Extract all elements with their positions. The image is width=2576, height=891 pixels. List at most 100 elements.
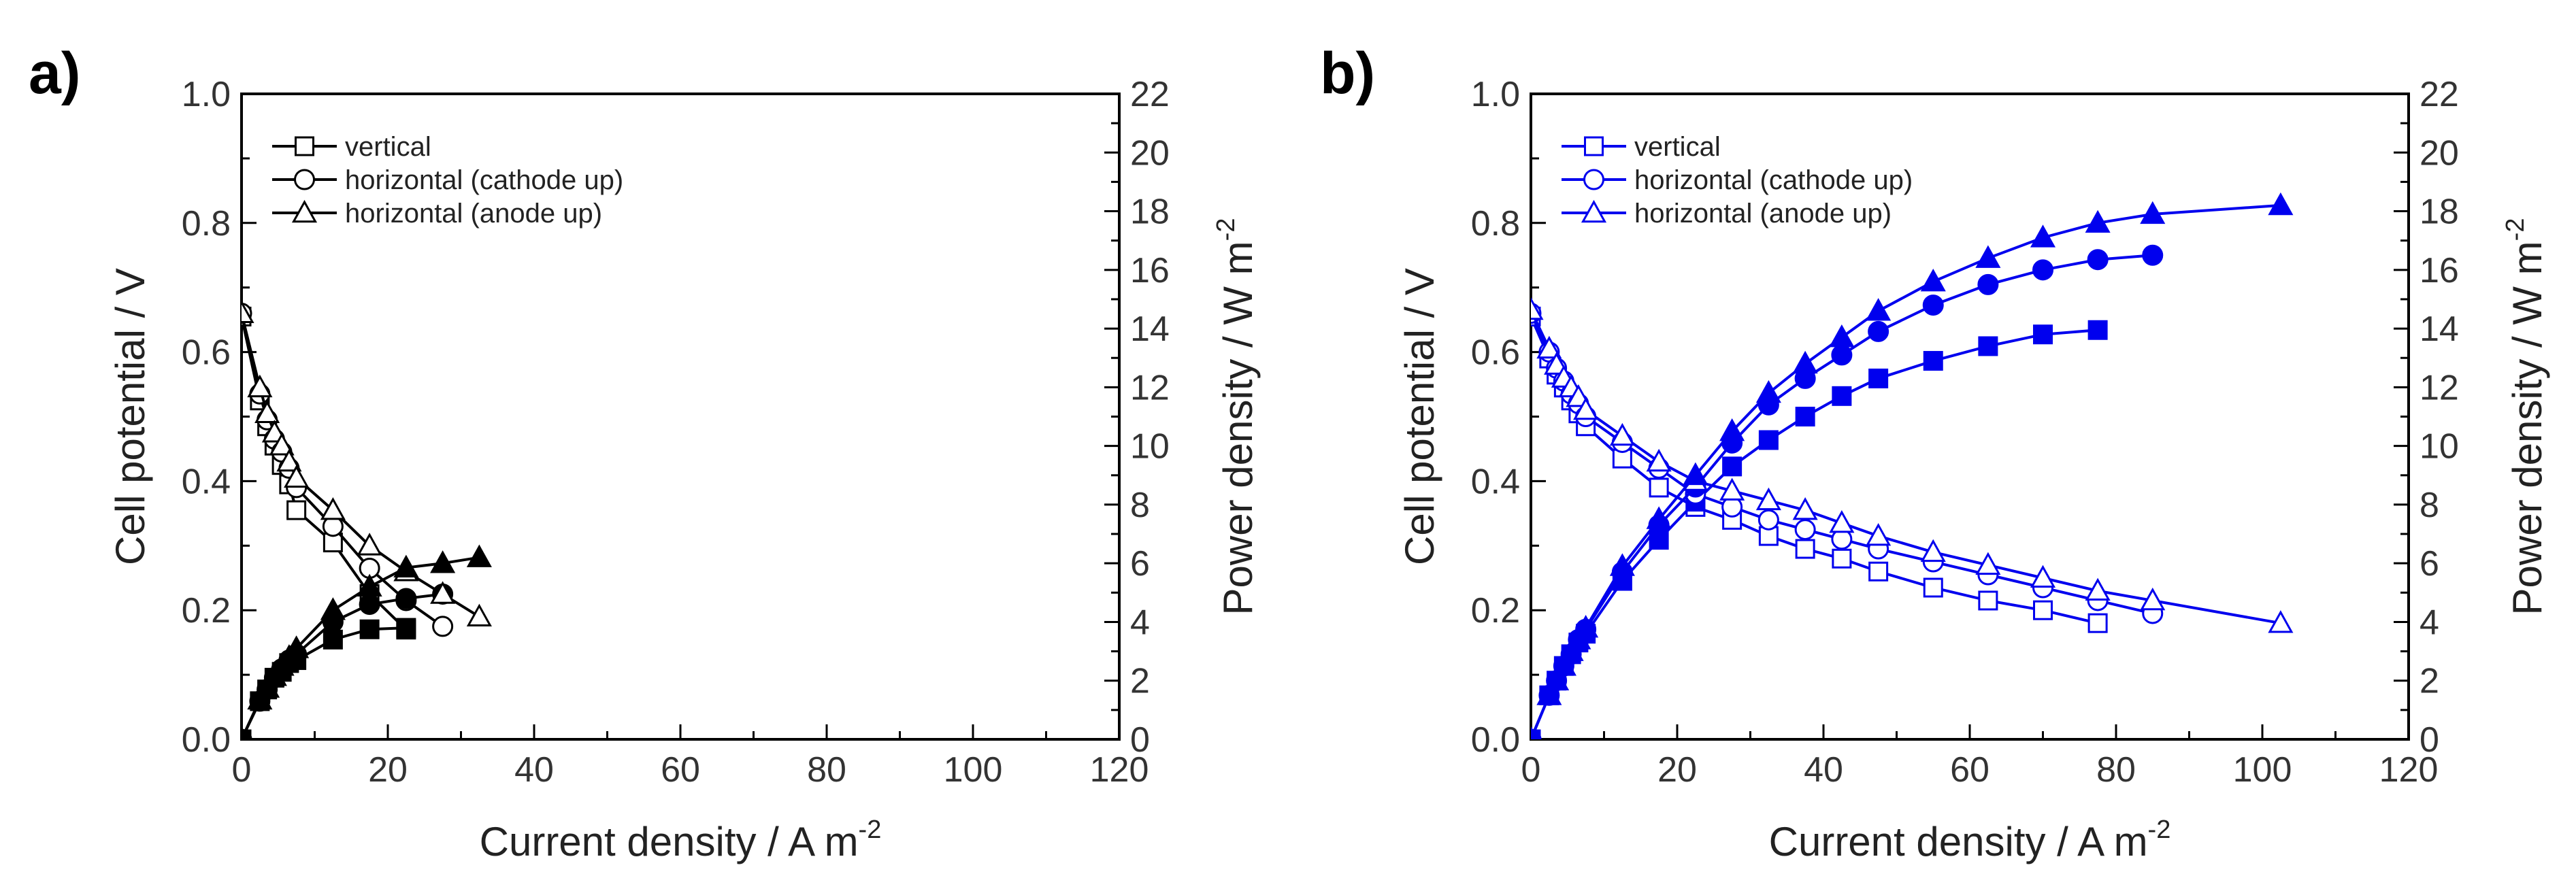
x-tick-label: 80 xyxy=(807,750,846,790)
power-point xyxy=(357,573,382,596)
power-point xyxy=(1868,368,1889,388)
potential-line xyxy=(1531,309,2281,625)
x-tick-label: 100 xyxy=(2233,750,2292,790)
x-axis-title-text: Current density / A m xyxy=(1769,819,2148,864)
y2-tick-label: 20 xyxy=(1130,133,1170,173)
y2-tick-label: 18 xyxy=(1130,192,1170,232)
legend-label: vertical xyxy=(345,132,431,162)
y-axis-left: 0.0 0.2 0.4 0.6 0.8 1.0 xyxy=(1471,75,1546,760)
potential-point xyxy=(1920,539,1946,562)
legend-label: horizontal (anode up) xyxy=(345,199,602,229)
y2-tick-label: 14 xyxy=(2420,309,2459,349)
power-point xyxy=(466,544,492,567)
y2-tick-label: 6 xyxy=(2420,544,2439,584)
y2-tick-label: 2 xyxy=(2420,662,2439,701)
x-tick-label: 20 xyxy=(1657,750,1697,790)
y-axis-title-group: Cell potential / V xyxy=(1397,268,1442,565)
potential-point xyxy=(1829,509,1855,533)
power-point xyxy=(323,629,343,650)
potential-point xyxy=(284,465,310,488)
power-point xyxy=(2268,192,2294,216)
potential-point xyxy=(1794,519,1816,541)
y2-axis-title-text: Power density / W m xyxy=(1215,241,1261,615)
y-tick-label: 0.4 xyxy=(182,462,231,501)
power-point xyxy=(430,550,456,573)
potential-point xyxy=(1646,448,1672,472)
potential-point xyxy=(1649,477,1669,498)
potential-point xyxy=(1868,561,1889,582)
power-point xyxy=(1832,386,1852,406)
potential-point xyxy=(1795,539,1815,559)
y-tick-label: 0.6 xyxy=(1471,333,1520,373)
power-point xyxy=(395,588,417,609)
y-axis-title: Cell potential / V xyxy=(1397,268,1442,565)
potential-point xyxy=(2033,600,2053,620)
potential-point xyxy=(2268,610,2294,633)
series-circle xyxy=(1531,244,2164,739)
legend-label: horizontal (anode up) xyxy=(1634,199,1892,229)
y2-axis-title: Power density / W m-2 xyxy=(2501,218,2550,616)
y2-tick-label: 20 xyxy=(2420,133,2459,173)
legend-marker-square xyxy=(1584,136,1604,156)
y-axis-title-group: Cell potential / V xyxy=(108,268,153,565)
x-axis-title: Current density / A m-2 xyxy=(480,816,882,864)
potential-point xyxy=(1609,422,1635,446)
power-point xyxy=(359,594,380,616)
power-point xyxy=(1920,268,1946,292)
x-tick-label: 20 xyxy=(368,750,408,790)
y-tick-label: 0.6 xyxy=(182,333,231,373)
y2-tick-label: 4 xyxy=(1130,603,1150,642)
y2-tick-label: 22 xyxy=(2420,75,2459,114)
y2-tick-label: 6 xyxy=(1130,544,1150,584)
potential-point xyxy=(1719,477,1745,501)
potential-point xyxy=(1755,487,1781,511)
y2-axis-title-text: Power density / W m xyxy=(2505,241,2550,615)
power-point xyxy=(242,726,249,739)
power-point xyxy=(247,686,273,710)
power-point xyxy=(2033,324,2053,345)
power-point xyxy=(1868,320,1889,342)
x-tick-label: 120 xyxy=(1090,750,1149,790)
legend-label: vertical xyxy=(1634,132,1721,162)
y2-tick-label: 16 xyxy=(1130,251,1170,290)
y2-axis-title-group: Power density / W m-2 xyxy=(1212,218,1261,616)
y2-tick-label: 4 xyxy=(2420,603,2439,642)
power-point xyxy=(1792,350,1818,374)
y2-tick-label: 2 xyxy=(1130,662,1150,701)
x-tick-label: 80 xyxy=(2096,750,2136,790)
potential-point xyxy=(430,581,456,604)
potential-point xyxy=(254,400,280,424)
y2-tick-label: 0 xyxy=(1130,720,1150,760)
potential-point xyxy=(1978,590,1998,611)
y2-tick-label: 22 xyxy=(1130,75,1170,114)
power-point xyxy=(1573,614,1599,638)
power-point xyxy=(1758,430,1779,450)
y2-tick-label: 10 xyxy=(1130,427,1170,467)
power-point xyxy=(1975,245,2001,268)
potential-point xyxy=(276,448,302,472)
x-tick-label: 0 xyxy=(232,750,252,790)
power-point xyxy=(1829,324,1855,348)
potential-point xyxy=(1758,526,1779,546)
potential-point xyxy=(269,433,295,456)
x-axis-title-text: Current density / A m xyxy=(480,819,859,864)
power-point xyxy=(2087,249,2109,271)
x-tick-label: 40 xyxy=(1804,750,1843,790)
potential-point xyxy=(1923,577,1943,598)
x-axis: 0 20 40 60 80 100 120 xyxy=(1521,724,2438,790)
potential-line xyxy=(242,316,408,631)
potential-point xyxy=(2030,565,2056,588)
potential-point xyxy=(2087,613,2108,633)
power-point xyxy=(2085,209,2111,233)
y-tick-label: 0.0 xyxy=(1471,720,1520,760)
y2-tick-label: 0 xyxy=(2420,720,2439,760)
power-point xyxy=(1531,726,1538,739)
y-tick-label: 0.4 xyxy=(1471,462,1520,501)
power-point xyxy=(396,618,416,638)
power-point xyxy=(1922,295,1944,316)
x-axis: 0 20 40 60 80 100 120 xyxy=(232,724,1149,790)
potential-point xyxy=(2085,577,2111,601)
potential-point xyxy=(1792,497,1818,520)
